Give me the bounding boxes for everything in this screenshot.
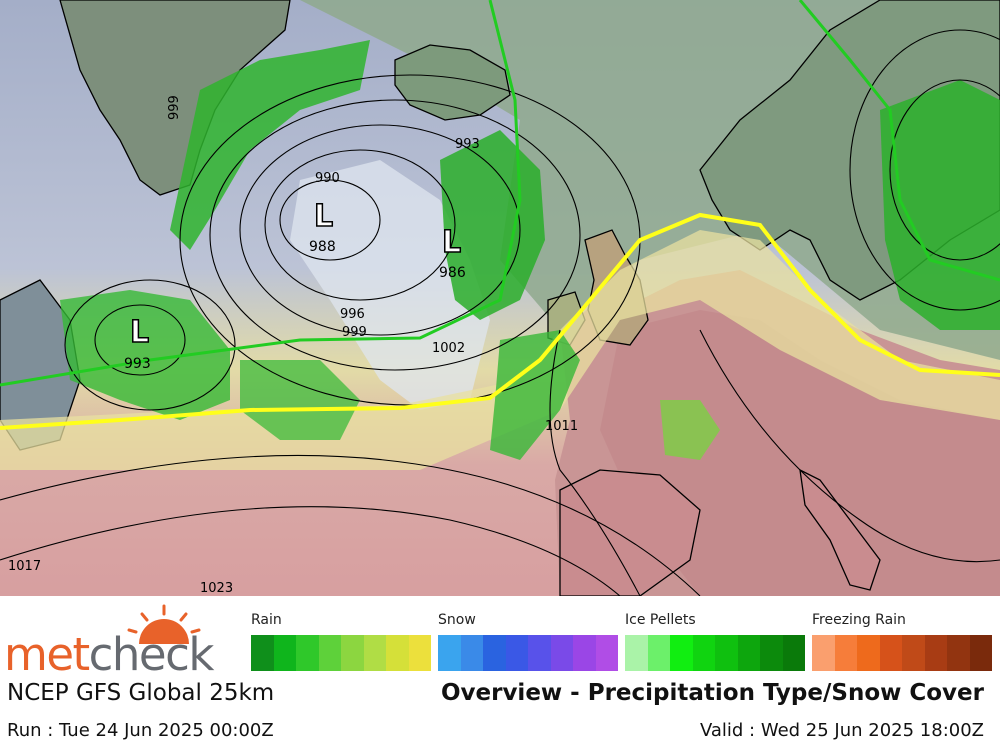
legend-swatch (318, 635, 341, 671)
model-name: NCEP GFS Global 25km (7, 680, 275, 706)
legend-color-bar (251, 635, 431, 671)
svg-text:993: 993 (124, 356, 151, 372)
weather-map[interactable]: 999 990 993 996 999 1002 1011 1017 1023 … (0, 0, 1000, 596)
metcheck-logo[interactable]: metcheck (4, 604, 234, 681)
svg-text:L: L (314, 199, 333, 234)
legend-swatch (782, 635, 805, 671)
rain-area-scandinavia (880, 80, 1000, 330)
legend-swatch (251, 635, 274, 671)
legend-title: Snow (438, 612, 476, 628)
isobar-label: 999 (167, 95, 182, 120)
product-title: Overview - Precipitation Type/Snow Cover (440, 680, 984, 706)
legend-swatch (483, 635, 506, 671)
legend-swatch (573, 635, 596, 671)
rain-area-front (490, 330, 580, 460)
isobar-label: 1002 (432, 341, 465, 356)
legend-swatch (595, 635, 618, 671)
iberia-landmass (559, 469, 701, 596)
valid-time: Valid : Wed 25 Jun 2025 18:00Z (699, 720, 984, 741)
legend-swatch (737, 635, 760, 671)
legend-title: Ice Pellets (625, 612, 696, 628)
legend-swatch (273, 635, 296, 671)
legend-swatch (924, 635, 947, 671)
freezing-level-line (0, 212, 1000, 430)
legend-swatch (969, 635, 992, 671)
legend-swatch (341, 635, 364, 671)
map-canvas: 999 990 993 996 999 1002 1011 1017 1023 … (0, 0, 1000, 596)
hot-air-zone (600, 310, 1000, 596)
legend-rain: Rain (251, 611, 431, 671)
legend-swatch (386, 635, 409, 671)
legend-swatch (460, 635, 483, 671)
low-pressure-greenland-sea: L 988 (309, 198, 336, 255)
low-pressure-labrador: L 993 (124, 314, 151, 372)
legend-swatch (812, 635, 835, 671)
run-time: Run : Tue 24 Jun 2025 00:00Z (7, 720, 274, 741)
rain-area-southwest (240, 360, 360, 440)
legend-swatch (879, 635, 902, 671)
isobar-label: 993 (455, 137, 480, 152)
legend-swatch (715, 635, 738, 671)
isobar-label: 1023 (200, 581, 233, 596)
rain-area-north (170, 40, 370, 250)
legend-freezing-rain: Freezing Rain (812, 611, 992, 671)
legend-color-bar (625, 635, 805, 671)
legend-color-bar (812, 635, 992, 671)
snow-line (0, 0, 522, 387)
rain-area-france (660, 400, 720, 460)
legend-swatch (363, 635, 386, 671)
legend-swatch (505, 635, 528, 671)
logo-wordmark: metcheck (4, 628, 214, 681)
legend-title: Freezing Rain (812, 612, 906, 628)
low-pressure-north-atlantic: L 986 (439, 224, 466, 281)
legend-color-bar (438, 635, 618, 671)
isobar-label: 996 (340, 307, 365, 322)
legend-swatch (625, 635, 648, 671)
legend-swatch (834, 635, 857, 671)
legend-swatch (857, 635, 880, 671)
legend-snow: Snow (438, 611, 618, 671)
legend-ice-pellets: Ice Pellets (625, 611, 805, 671)
legend-title: Rain (251, 612, 282, 628)
legend-swatch (647, 635, 670, 671)
sun-icon (127, 604, 201, 644)
isobar-label: 999 (342, 325, 367, 340)
isobar-label: 1017 (8, 559, 41, 574)
legend-swatch (902, 635, 925, 671)
italy-landmass (799, 468, 881, 591)
legend-swatch (760, 635, 783, 671)
legend-swatch (692, 635, 715, 671)
svg-text:986: 986 (439, 265, 466, 281)
snow-line-east (798, 0, 1000, 282)
svg-text:L: L (130, 315, 149, 350)
legend-swatch (438, 635, 461, 671)
snow-cover-area (290, 160, 490, 410)
svg-text:L: L (442, 225, 461, 260)
isobar-label: 1011 (545, 419, 578, 434)
legend-swatch (947, 635, 970, 671)
isobar-label: 990 (315, 171, 340, 186)
legend-swatch (670, 635, 693, 671)
legend-swatch (296, 635, 319, 671)
legend-swatch (408, 635, 431, 671)
svg-text:988: 988 (309, 239, 336, 255)
legend-swatch (528, 635, 551, 671)
legend-swatch (550, 635, 573, 671)
rain-area-west (60, 290, 230, 420)
